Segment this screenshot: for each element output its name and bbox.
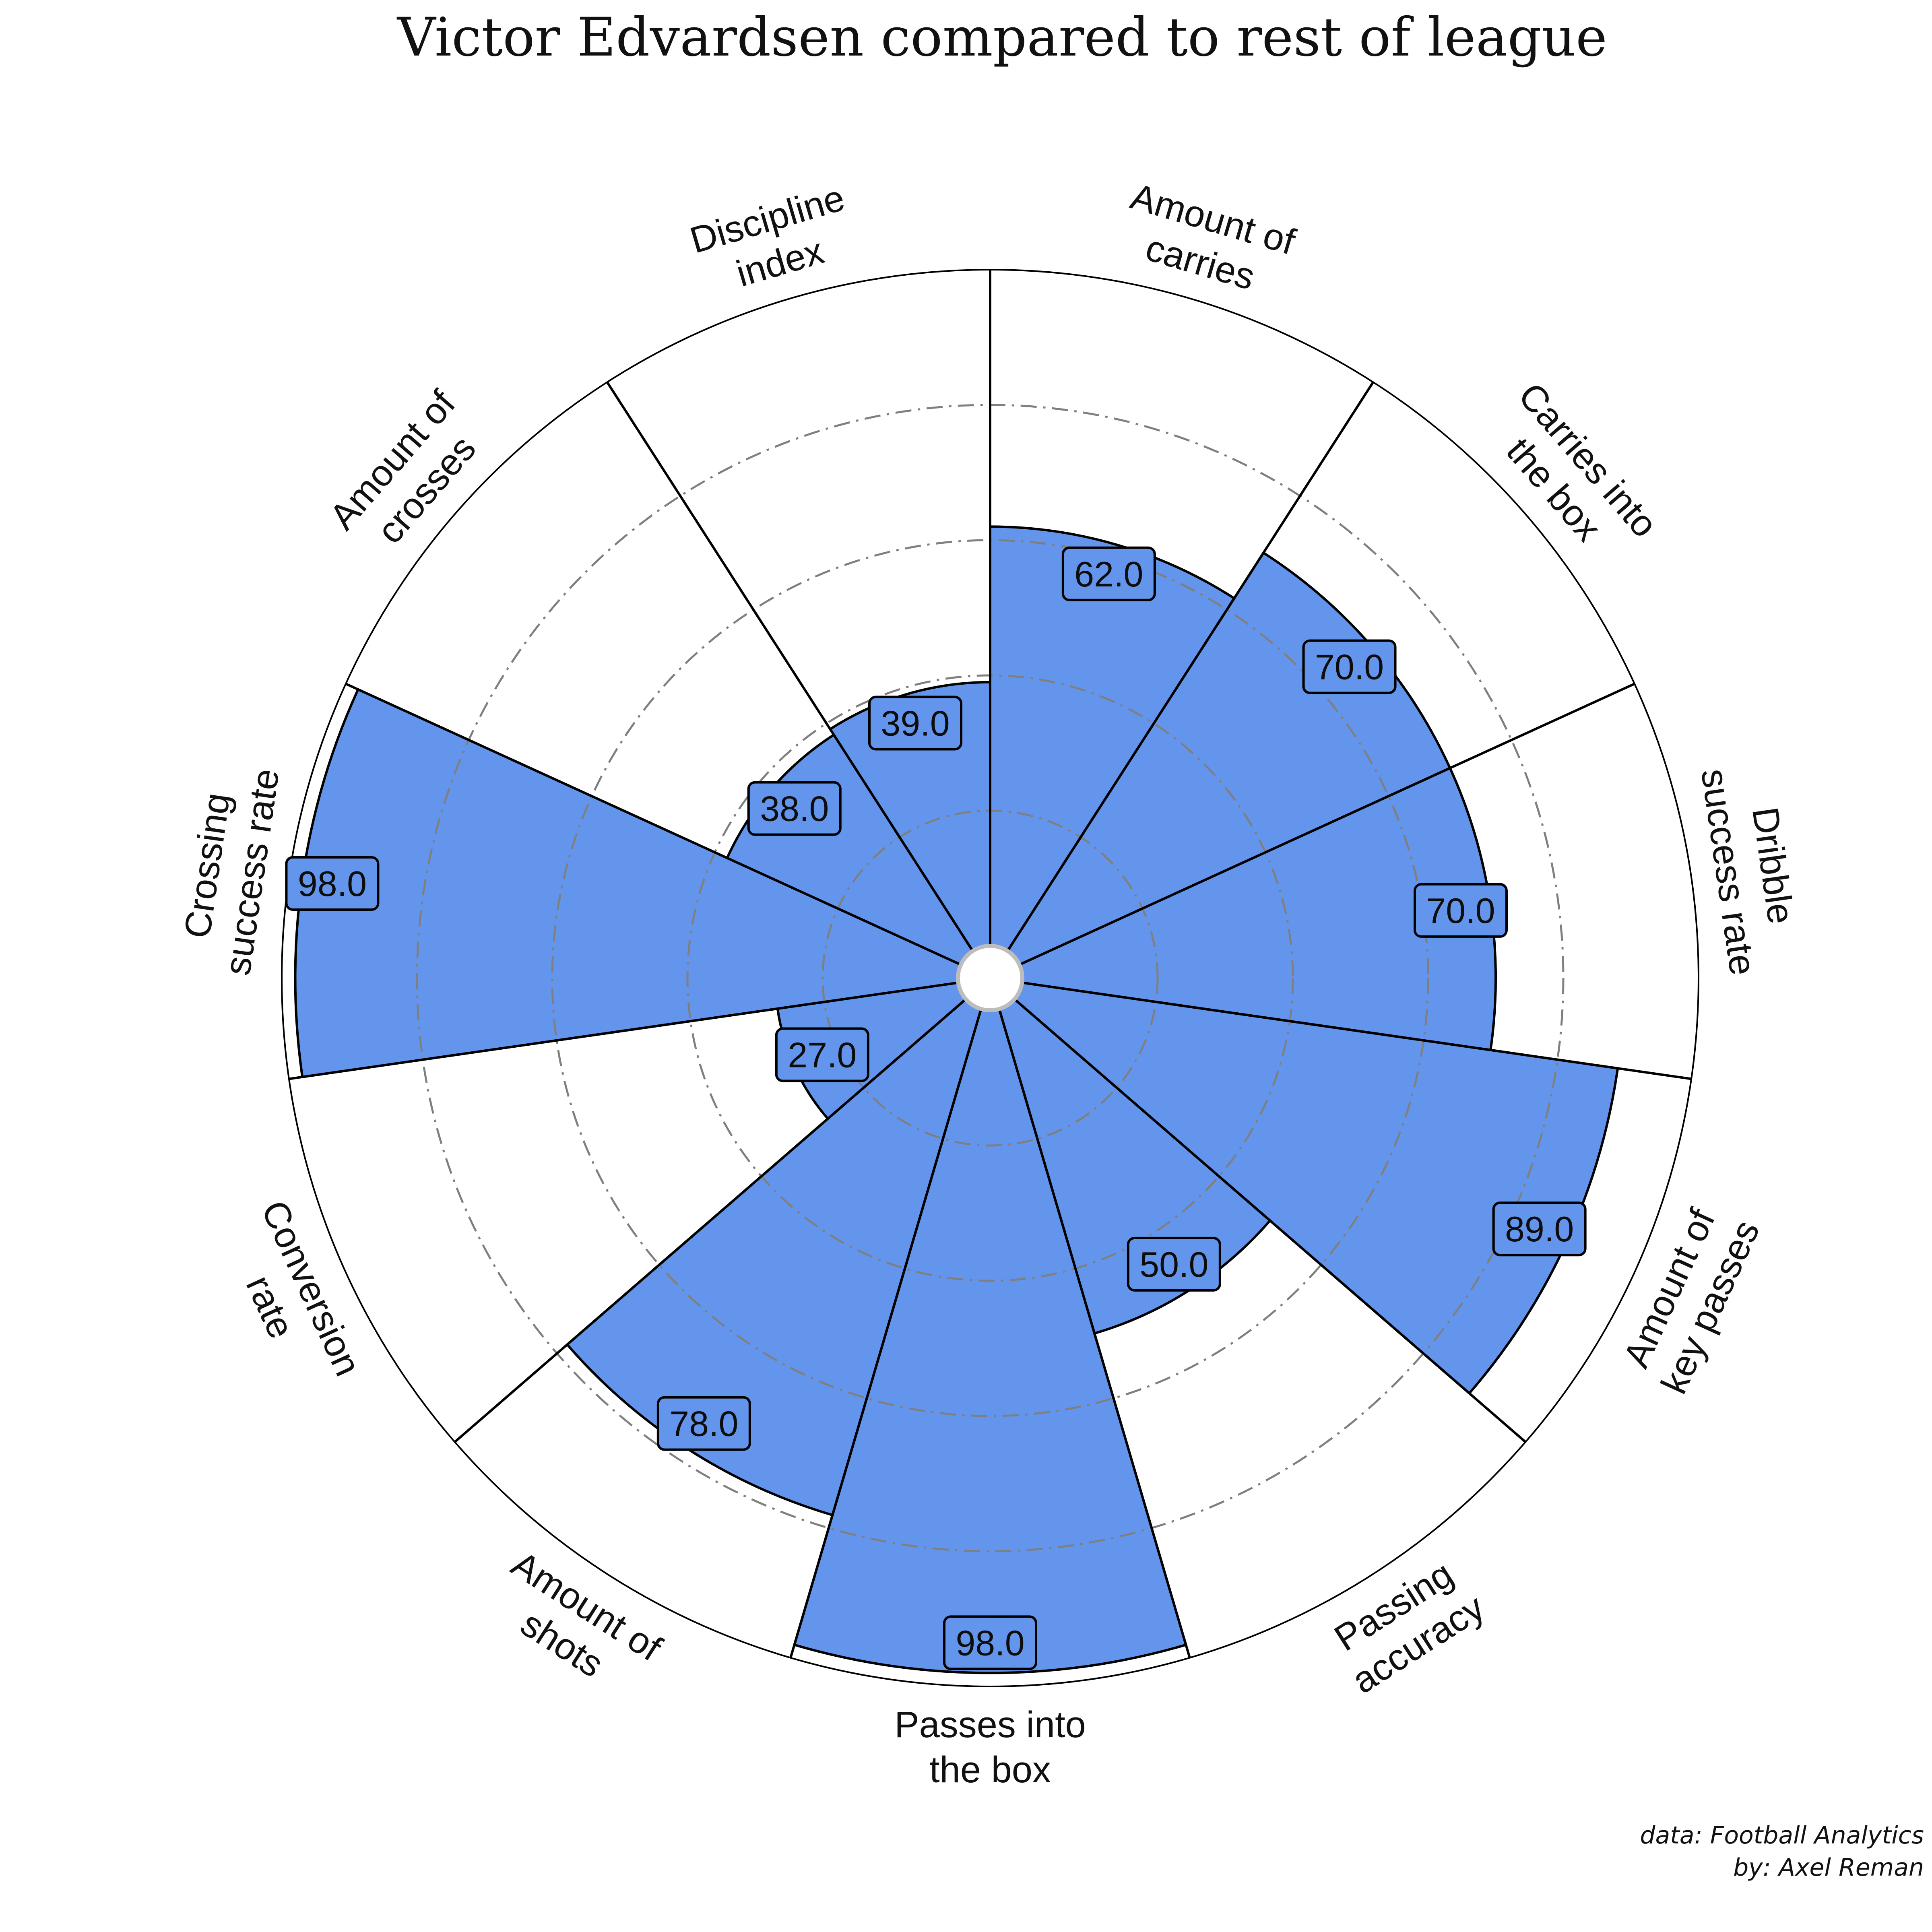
value-label-4: 50.0 — [1127, 1236, 1221, 1292]
slice-0 — [989, 525, 1236, 983]
value-box-7 — [775, 1027, 869, 1082]
param-label-8: Crossingsuccess rate — [172, 760, 287, 978]
value-box-9 — [747, 781, 842, 836]
param-label-text-5: Passes into the box — [894, 1704, 1086, 1790]
param-label-text-1: Carries intothe box — [1476, 375, 1666, 575]
slice-5 — [793, 974, 1188, 1674]
spoke-9 — [345, 683, 991, 979]
value-box-0 — [1061, 546, 1156, 601]
param-label-text-2: Dribblesuccess rate — [1693, 760, 1808, 978]
value-text-1: 70.0 — [1315, 647, 1384, 687]
spoke-7 — [454, 977, 991, 1443]
center-hole — [956, 944, 1024, 1012]
param-label-2: Dribblesuccess rate — [1693, 760, 1808, 978]
credit-data-source: data: Football Analytics — [1640, 1821, 1924, 1849]
value-text-3: 89.0 — [1505, 1209, 1574, 1249]
value-text-8: 98.0 — [298, 864, 367, 904]
value-text-4: 50.0 — [1139, 1245, 1208, 1284]
value-text-2: 70.0 — [1426, 891, 1495, 931]
slices-layer — [294, 525, 1619, 1674]
value-label-0: 62.0 — [1061, 546, 1156, 601]
value-label-10: 39.0 — [868, 696, 963, 751]
param-label-4: Passingaccuracy — [1320, 1549, 1492, 1701]
param-label-text-4: Passingaccuracy — [1320, 1549, 1491, 1701]
value-box-6 — [656, 1396, 751, 1451]
param-label-1: Carries intothe box — [1476, 375, 1666, 575]
values-layer: 62.0 70.0 70.0 89.0 50.0 98.0 78.0 27.0 98.0 38.0… — [285, 546, 1587, 1670]
value-box-5 — [943, 1615, 1037, 1670]
spoke-8 — [289, 977, 991, 1080]
spoke-6 — [789, 978, 991, 1658]
param-label-6: Amount ofshots — [480, 1543, 669, 1707]
value-label-1: 70.0 — [1302, 639, 1397, 694]
spoke-10 — [606, 381, 991, 979]
param-label-10: Disciplineindex — [685, 177, 862, 304]
spoke-4 — [989, 977, 1527, 1443]
value-label-9: 38.0 — [747, 781, 842, 836]
value-box-4 — [1127, 1236, 1221, 1292]
credit-author: by: Axel Reman — [1733, 1854, 1924, 1882]
param-label-3: Amount ofkey passes — [1612, 1195, 1767, 1400]
param-label-text-7: Conversionrate — [213, 1195, 369, 1401]
value-label-8: 98.0 — [285, 856, 380, 911]
param-label-text-9: Amount ofcrosses — [322, 383, 497, 567]
edges-layer — [281, 269, 1699, 1687]
value-text-9: 38.0 — [760, 789, 829, 829]
spoke-5 — [989, 978, 1191, 1658]
value-label-5: 98.0 — [943, 1615, 1037, 1670]
param-label-text-6: Amount ofshots — [480, 1543, 669, 1707]
chart-title: Victor Edvardsen compared to rest of lea… — [396, 6, 1607, 68]
spoke-1 — [989, 381, 1375, 979]
value-box-1 — [1302, 639, 1397, 694]
value-text-0: 62.0 — [1074, 554, 1143, 594]
spoke-3 — [990, 977, 1692, 1080]
param-label-text-3: Amount ofkey passes — [1612, 1195, 1767, 1400]
param-label-5: Passes into the box — [894, 1704, 1086, 1790]
value-box-3 — [1492, 1201, 1587, 1257]
center-layer — [956, 944, 1024, 1012]
param-label-9: Amount ofcrosses — [322, 383, 497, 567]
value-text-6: 78.0 — [669, 1404, 738, 1444]
spoke-2 — [989, 683, 1635, 979]
value-text-5: 98.0 — [956, 1623, 1024, 1663]
param-label-text-8: Crossingsuccess rate — [172, 760, 287, 978]
param-label-7: Conversionrate — [213, 1195, 369, 1401]
value-label-3: 89.0 — [1492, 1201, 1587, 1257]
value-box-2 — [1413, 883, 1508, 938]
param-label-text-10: Disciplineindex — [685, 177, 862, 304]
value-text-10: 39.0 — [881, 704, 949, 743]
value-label-6: 78.0 — [656, 1396, 751, 1451]
value-box-10 — [868, 696, 963, 751]
value-box-8 — [285, 856, 380, 911]
value-label-7: 27.0 — [775, 1027, 869, 1082]
value-label-2: 70.0 — [1413, 883, 1508, 938]
value-text-7: 27.0 — [788, 1035, 857, 1075]
